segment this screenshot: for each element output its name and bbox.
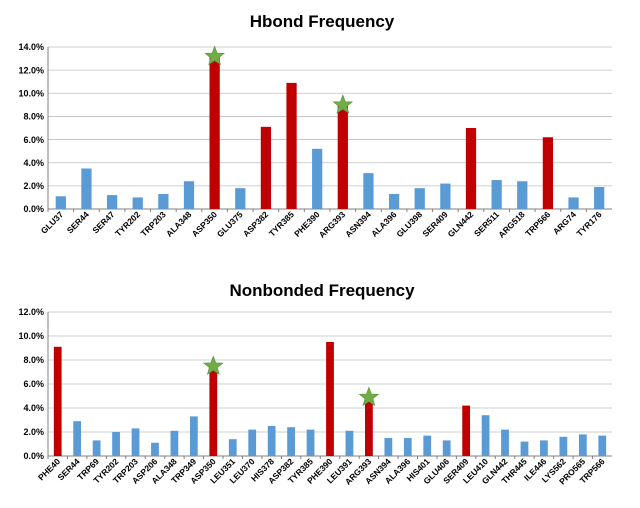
hbond-bar-ala396 — [388, 193, 400, 209]
nonbonded-bar-tyr385 — [306, 429, 315, 456]
hbond-bar-glu37 — [55, 196, 66, 209]
nonbonded-bar-ser409 — [462, 405, 471, 456]
hbond-bar-tyr202 — [132, 197, 143, 209]
hbond-bar-arg393 — [337, 106, 348, 209]
hbond-y-tick-label: 8.0% — [23, 112, 44, 122]
hbond-bar-trp566 — [542, 137, 554, 209]
hbond-star-icon — [204, 45, 225, 66]
hbond-x-tick-label: ASP382 — [241, 209, 271, 239]
hbond-y-tick-label: 4.0% — [23, 158, 44, 168]
nonbonded-bar-asn394 — [384, 438, 393, 456]
hbond-bar-ser44 — [81, 168, 92, 209]
nonbonded-bar-ser44 — [73, 421, 82, 456]
nonbonded-bar-pro565 — [578, 434, 587, 456]
nonbonded-bar-his401 — [423, 435, 432, 456]
hbond-y-tick-label: 14.0% — [18, 42, 44, 52]
hbond-bar-ser47 — [106, 195, 118, 209]
nonbonded-y-tick-label: 12.0% — [18, 307, 44, 317]
hbond-x-tick-label: TRP566 — [523, 209, 552, 238]
nonbonded-bar-asp350 — [209, 367, 218, 456]
hbond-x-tick-label: ASP350 — [190, 209, 220, 239]
hbond-bar-arg74 — [568, 197, 579, 209]
hbond-frequency-chart: Hbond Frequency 0.0% 2.0% 4.0% 6.0% 8.0% 10.0… — [18, 12, 612, 240]
hbond-x-tick-label: ASN394 — [343, 209, 373, 239]
nonbonded-bar-trp349 — [189, 416, 198, 456]
hbond-x-tick-label: SER409 — [420, 209, 450, 239]
nonbonded-chart-title: Nonbonded Frequency — [229, 281, 415, 300]
hbond-x-tick-label: GLU398 — [394, 209, 424, 239]
hbond-bar-glu375 — [235, 188, 246, 209]
hbond-x-tick-label: ALA348 — [164, 209, 194, 239]
nonbonded-bar-leu410 — [481, 415, 490, 456]
nonbonded-bar-leu391 — [345, 430, 354, 456]
hbond-y-tick-label: 6.0% — [23, 135, 44, 145]
nonbonded-frequency-chart: Nonbonded Frequency 0.0% 2.0% 4.0% 6.0% 8.0%… — [18, 281, 612, 487]
hbond-bar-asn394 — [363, 173, 374, 209]
hbond-bar-asp382 — [260, 126, 272, 209]
hbond-x-tick-label: ALA396 — [369, 209, 399, 239]
hbond-bar-phe390 — [312, 148, 323, 209]
nonbonded-bar-asp382 — [287, 427, 295, 456]
nonbonded-bar-ala348 — [170, 430, 179, 456]
nonbonded-star-icon — [358, 386, 380, 407]
nonbonded-bar-ile446 — [540, 440, 548, 456]
hbond-x-tick-label: ARG393 — [317, 209, 348, 240]
hbond-bar-glu398 — [414, 188, 425, 209]
nonbonded-bar-ala396 — [403, 438, 412, 456]
nonbonded-bar-lys562 — [559, 436, 568, 456]
nonbonded-y-tick-label: 6.0% — [23, 379, 44, 389]
nonbonded-y-tick-label: 10.0% — [18, 331, 44, 341]
nonbonded-bar-asp206 — [151, 442, 159, 456]
nonbonded-bar-phe40 — [53, 346, 62, 456]
hbond-bar-tyr176 — [594, 187, 605, 209]
hbond-y-tick-label: 10.0% — [18, 88, 44, 98]
nonbonded-star-icon — [202, 355, 224, 375]
nonbonded-y-tick-label: 0.0% — [23, 451, 44, 461]
hbond-x-tick-label: TYR385 — [267, 209, 296, 238]
hbond-x-tick-label: TYR176 — [574, 209, 603, 238]
hbond-bar-gln442 — [465, 128, 477, 209]
hbond-bar-asp350 — [209, 57, 220, 209]
nonbonded-y-tick-label: 4.0% — [23, 403, 44, 413]
nonbonded-bar-his378 — [267, 426, 276, 456]
hbond-y-tick-label: 12.0% — [18, 65, 44, 75]
hbond-y-tick-label: 2.0% — [23, 181, 44, 191]
hbond-bar-ser409 — [440, 183, 451, 209]
hbond-bar-trp203 — [158, 193, 169, 209]
nonbonded-bar-glu406 — [442, 440, 451, 456]
nonbonded-bar-tyr202 — [112, 432, 120, 456]
nonbonded-bar-trp203 — [131, 428, 140, 456]
hbond-x-tick-label: TRP203 — [139, 209, 168, 238]
nonbonded-y-tick-label: 8.0% — [23, 355, 44, 365]
nonbonded-bar-trp566 — [598, 435, 607, 456]
hbond-star-icon — [332, 94, 354, 114]
nonbonded-bar-phe390 — [326, 342, 334, 456]
nonbonded-bar-gln442 — [501, 429, 509, 456]
hbond-bar-ala348 — [183, 181, 195, 209]
hbond-x-tick-label: TYR202 — [113, 209, 142, 238]
nonbonded-y-tick-label: 2.0% — [23, 427, 44, 437]
hbond-bar-tyr385 — [286, 82, 297, 209]
hbond-x-tick-label: ARG518 — [496, 209, 527, 240]
hbond-x-tick-label: GLN442 — [446, 209, 476, 239]
hbond-x-tick-label: SER44 — [65, 209, 91, 235]
nonbonded-bar-leu370 — [248, 429, 257, 456]
nonbonded-bar-trp69 — [92, 440, 101, 456]
nonbonded-bar-arg393 — [365, 398, 373, 456]
hbond-y-tick-label: 0.0% — [23, 204, 44, 214]
hbond-bar-ser511 — [491, 180, 502, 209]
nonbonded-bar-thr445 — [520, 441, 529, 456]
hbond-x-tick-label: GLU375 — [215, 209, 245, 239]
nonbonded-bar-leu351 — [228, 439, 237, 456]
hbond-bar-arg518 — [517, 181, 528, 209]
hbond-chart-title: Hbond Frequency — [250, 12, 395, 31]
